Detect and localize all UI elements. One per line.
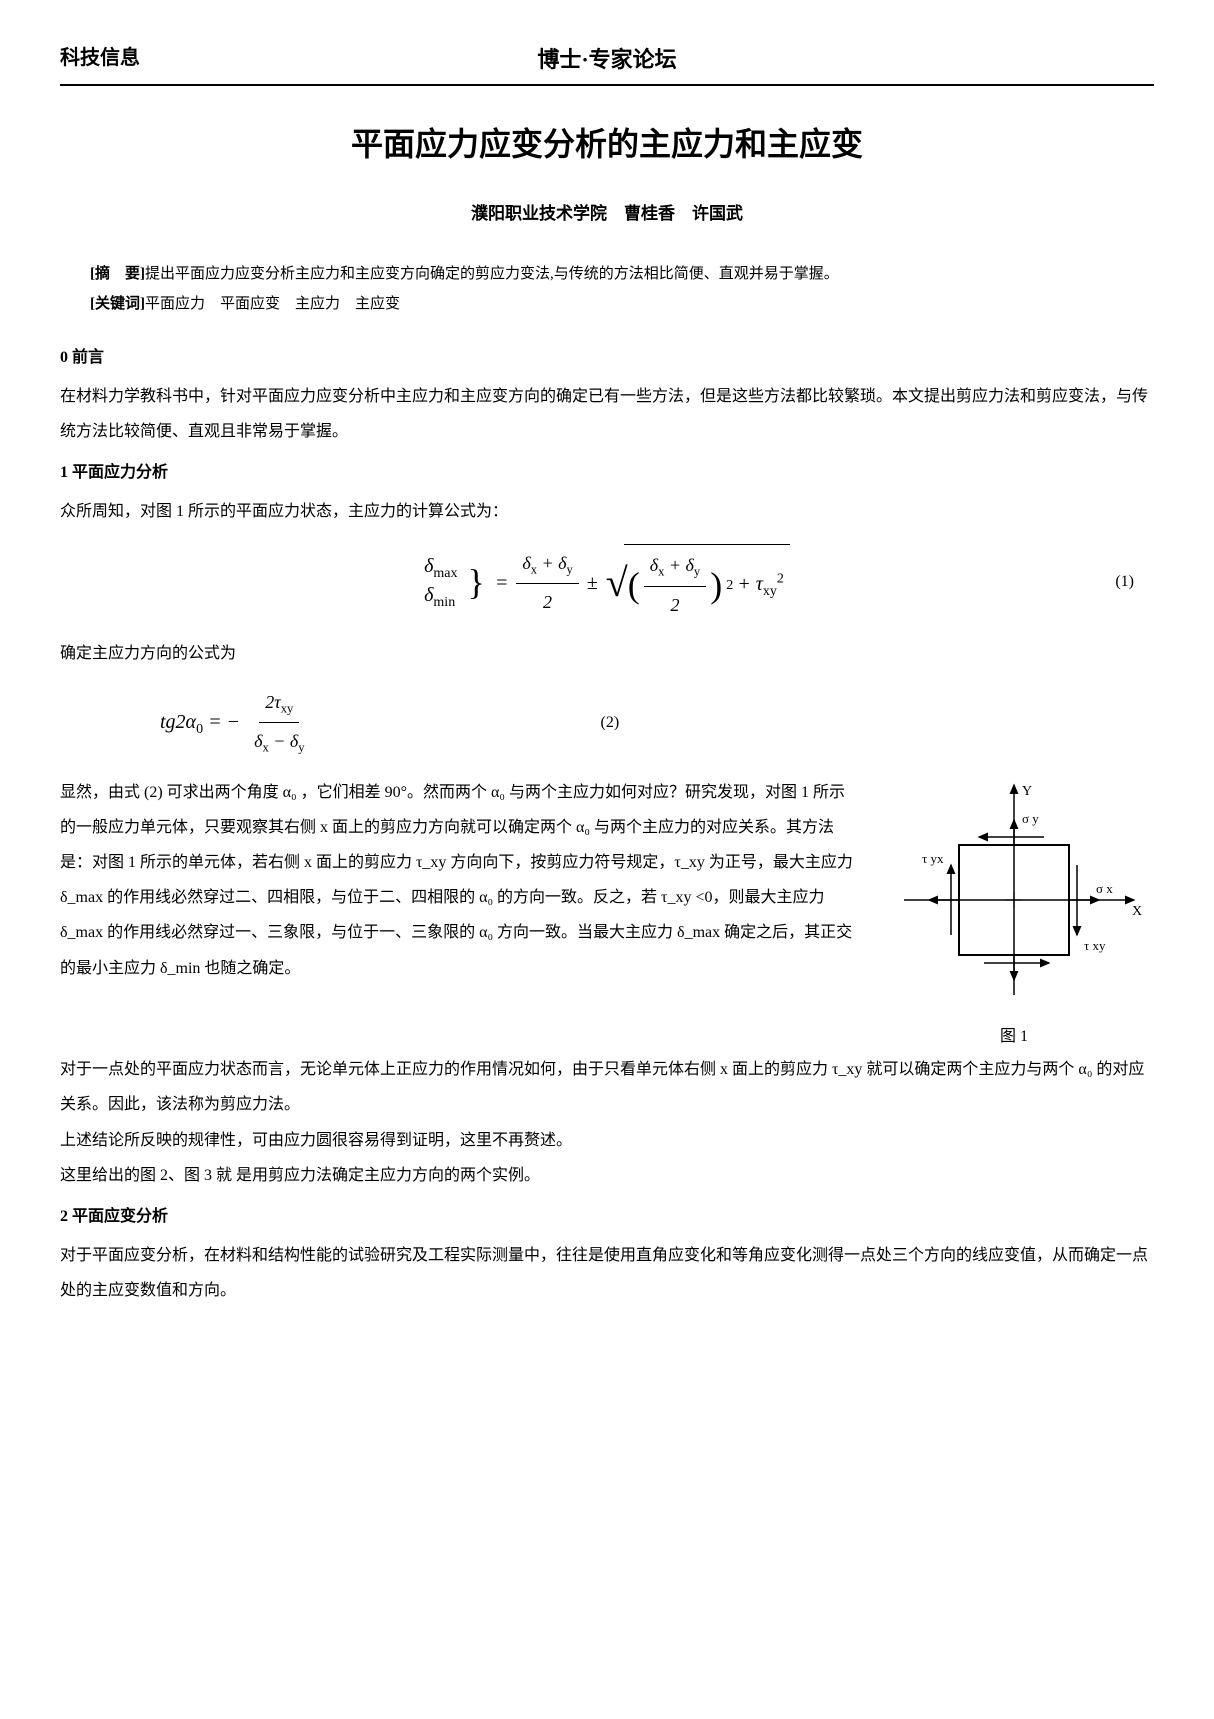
authors-line: 濮阳职业技术学院 曹桂香 许国武 — [60, 199, 1154, 230]
section-1-p5: 上述结论所反映的规律性，可由应力圆很容易得到证明，这里不再赘述。 — [60, 1123, 1154, 1158]
abstract-label: [摘 要] — [90, 266, 145, 282]
svg-text:X: X — [1132, 904, 1142, 919]
section-1-p6: 这里给出的图 2、图 3 就 是用剪应力法确定主应力方向的两个实例。 — [60, 1158, 1154, 1193]
header-left: 科技信息 — [60, 40, 140, 76]
svg-text:σ y: σ y — [1022, 811, 1039, 826]
paper-title: 平面应力应变分析的主应力和主应变 — [60, 116, 1154, 174]
figure-1: Y X σ y σ x τ yx τ xy 图 1 — [874, 775, 1154, 1053]
keywords-label: [关键词] — [90, 296, 145, 312]
section-1-heading: 1 平面应力分析 — [60, 459, 1154, 488]
abstract-row: [摘 要]提出平面应力应变分析主应力和主应变方向确定的剪应力变法,与传统的方法相… — [90, 259, 1124, 289]
section-0-heading: 0 前言 — [60, 344, 1154, 373]
equation-1: δmax δmin } = δx + δy 2 ± √ ( δx + δy 2 … — [60, 544, 1154, 621]
figure-1-svg: Y X σ y σ x τ yx τ xy — [884, 775, 1144, 1005]
abstract-text: 提出平面应力应变分析主应力和主应变方向确定的剪应力变法,与传统的方法相比简便、直… — [145, 266, 839, 282]
abstract-block: [摘 要]提出平面应力应变分析主应力和主应变方向确定的剪应力变法,与传统的方法相… — [90, 259, 1124, 319]
page-header: 科技信息 博士·专家论坛 — [60, 40, 1154, 86]
eq2-number: (2) — [601, 709, 620, 738]
section-0-p1: 在材料力学教科书中，针对平面应力应变分析中主应力和主应变方向的确定已有一些方法，… — [60, 379, 1154, 449]
header-center: 博士·专家论坛 — [537, 40, 676, 80]
svg-text:τ xy: τ xy — [1084, 938, 1106, 953]
svg-text:τ yx: τ yx — [922, 851, 944, 866]
section-1-p4: 对于一点处的平面应力状态而言，无论单元体上正应力的作用情况如何，由于只看单元体右… — [60, 1052, 1154, 1122]
section-2-heading: 2 平面应变分析 — [60, 1203, 1154, 1232]
equation-2: tg2α0 = − 2τxy δx − δy (2) — [160, 686, 1154, 760]
svg-text:Y: Y — [1022, 784, 1032, 799]
keywords-text: 平面应力 平面应变 主应力 主应变 — [145, 296, 400, 312]
text-figure-row: 显然，由式 (2) 可求出两个角度 α₀ ，它们相差 90°。然而两个 α₀ 与… — [60, 775, 1154, 1053]
figure-1-caption: 图 1 — [874, 1023, 1154, 1052]
keywords-row: [关键词]平面应力 平面应变 主应力 主应变 — [90, 289, 1124, 319]
section-1-p3: 显然，由式 (2) 可求出两个角度 α₀ ，它们相差 90°。然而两个 α₀ 与… — [60, 775, 854, 986]
section-1-p2: 确定主应力方向的公式为 — [60, 636, 1154, 671]
section-1-p1: 众所周知，对图 1 所示的平面应力状态，主应力的计算公式为： — [60, 494, 1154, 529]
svg-text:σ x: σ x — [1096, 881, 1113, 896]
eq1-number: (1) — [1115, 568, 1134, 597]
section-2-p1: 对于平面应变分析，在材料和结构性能的试验研究及工程实际测量中，往往是使用直角应变… — [60, 1238, 1154, 1308]
